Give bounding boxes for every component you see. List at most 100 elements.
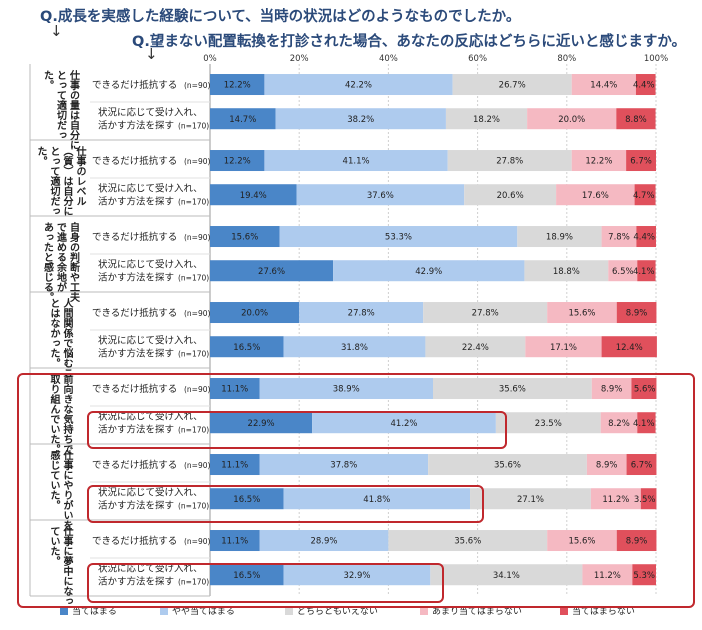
row-label-n: (n=170): [178, 350, 209, 359]
bar-segment: [637, 260, 656, 282]
row-label: 状況に応じて受け入れ、: [98, 183, 203, 195]
bar-segment: [279, 226, 518, 248]
highlight-frame-1: [87, 411, 507, 449]
group-label: た。: [42, 70, 54, 90]
bar-segment: [635, 74, 656, 96]
bar-segment: [547, 530, 617, 552]
bar-data-label: 22.9%: [248, 419, 275, 429]
bar-segment: [433, 378, 592, 400]
group-label: ていた。: [48, 526, 60, 566]
bar-segment: [631, 378, 657, 400]
bar-data-label: 14.7%: [229, 115, 256, 125]
bar-segment: [517, 226, 602, 248]
bar-data-label: 38.9%: [333, 385, 360, 395]
bar-data-label: 27.8%: [472, 309, 499, 319]
bar-data-label: 42.2%: [345, 81, 372, 91]
legend-label: やや当てはまる: [172, 605, 235, 617]
row-label: できるだけ抵抗する: [92, 231, 177, 243]
legend-swatch: [420, 607, 428, 615]
bar-data-label: 15.6%: [568, 537, 595, 547]
legend-swatch: [160, 607, 168, 615]
row-label: できるだけ抵抗する: [92, 535, 177, 547]
bar-data-label: 4.1%: [633, 267, 655, 277]
bar-segment: [259, 454, 429, 476]
bar-data-label: 7.8%: [608, 233, 630, 243]
bar-data-label: 27.8%: [496, 157, 523, 167]
legend-label: あまり当てはまらない: [432, 605, 522, 617]
row-label-n: (n=90): [184, 385, 211, 394]
bar-data-label: 8.9%: [626, 537, 648, 547]
bar-data-label: 16.5%: [233, 343, 260, 353]
bar-segment: [430, 564, 583, 586]
row-label-n: (n=90): [184, 309, 211, 318]
bar-data-label: 18.8%: [553, 267, 580, 277]
x-tick-label: 0%: [203, 54, 217, 64]
bar-data-label: 15.6%: [231, 233, 258, 243]
row-label-n: (n=90): [184, 537, 211, 546]
bar-data-label: 12.4%: [616, 343, 643, 353]
bar-segment: [210, 260, 334, 282]
row-label: できるだけ抵抗する: [92, 155, 177, 167]
row-label: 活かす方法を探す: [98, 500, 174, 512]
bar-segment: [210, 74, 265, 96]
bar-data-label: 37.6%: [367, 191, 394, 201]
row-label-n: (n=170): [178, 274, 209, 283]
bar-segment: [616, 108, 656, 130]
bar-data-label: 8.2%: [608, 419, 630, 429]
group-label: 仕事のレベル: [74, 145, 87, 206]
row-label-n: (n=90): [184, 81, 211, 90]
bar-segment: [264, 150, 448, 172]
bar-data-label: 35.6%: [454, 537, 481, 547]
bar-segment: [210, 530, 260, 552]
bar-data-label: 38.2%: [347, 115, 374, 125]
bar-segment: [445, 108, 528, 130]
bar-data-label: 8.8%: [625, 115, 647, 125]
bar-data-label: 16.5%: [233, 571, 260, 581]
highlight-frame-2: [87, 485, 484, 523]
legend-swatch: [60, 607, 68, 615]
bar-segment: [590, 488, 641, 510]
bar-data-label: 4.4%: [633, 81, 655, 91]
bar-segment: [283, 336, 426, 358]
bar-segment: [616, 530, 657, 552]
group-label: 感じていた。: [48, 449, 60, 510]
bar-data-label: 20.0%: [558, 115, 585, 125]
bar-data-label: 35.6%: [499, 385, 526, 395]
row-label: 活かす方法を探す: [98, 196, 174, 208]
bar-segment: [210, 226, 280, 248]
bar-data-label: 22.4%: [462, 343, 489, 353]
bar-segment: [333, 260, 525, 282]
row-label-n: (n=170): [178, 502, 209, 511]
row-label: 活かす方法を探す: [98, 120, 174, 132]
bar-segment: [600, 412, 638, 434]
legend-label: 当てはまらない: [572, 605, 635, 617]
bar-segment: [283, 564, 431, 586]
bar-data-label: 16.5%: [233, 495, 260, 505]
bar-segment: [524, 260, 609, 282]
bar-segment: [452, 74, 572, 96]
group-label: 仕事にやりがいを: [61, 449, 74, 530]
arrow-down-icon: ↓: [145, 45, 158, 63]
bar-segment: [296, 184, 465, 206]
bar-segment: [210, 378, 260, 400]
bar-data-label: 4.7%: [633, 191, 655, 201]
x-tick-label: 60%: [468, 54, 487, 64]
x-tick-label: 20%: [290, 54, 309, 64]
bar-segment: [601, 336, 657, 358]
bar-segment: [299, 302, 424, 324]
row-label: できるだけ抵抗する: [92, 79, 177, 91]
bar-segment: [582, 564, 633, 586]
legend-label: 当てはまる: [72, 605, 117, 617]
row-label: 状況に応じて受け入れ、: [98, 335, 203, 347]
bar-segment: [264, 74, 453, 96]
row-label: できるだけ抵抗する: [92, 383, 177, 395]
bar-segment: [571, 74, 636, 96]
row-label-n: (n=170): [178, 426, 209, 435]
bar-data-label: 8.9%: [626, 309, 648, 319]
group-label: で進める余地が: [55, 222, 68, 293]
bar-segment: [632, 564, 656, 586]
row-label: 活かす方法を探す: [98, 272, 174, 284]
row-label: 状況に応じて受け入れ、: [98, 107, 203, 119]
bar-segment: [210, 184, 297, 206]
bar-segment: [608, 260, 638, 282]
